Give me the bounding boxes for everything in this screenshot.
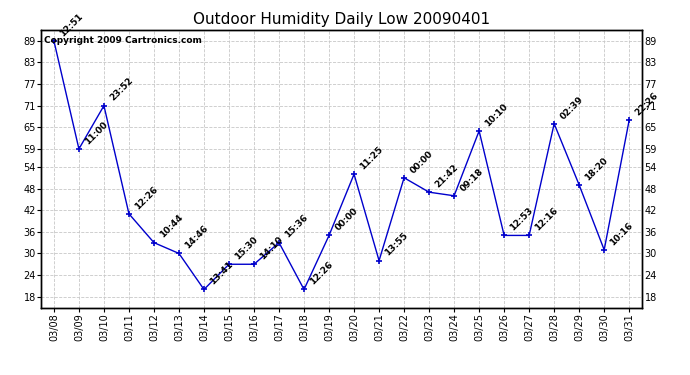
Text: 10:16: 10:16 — [609, 220, 635, 247]
Text: 10:44: 10:44 — [158, 213, 185, 240]
Text: 02:39: 02:39 — [558, 94, 585, 121]
Text: 14:10: 14:10 — [258, 235, 285, 261]
Text: 11:00: 11:00 — [83, 120, 110, 146]
Text: 13:55: 13:55 — [383, 231, 410, 258]
Text: 15:36: 15:36 — [283, 213, 310, 240]
Text: 12:53: 12:53 — [509, 206, 535, 232]
Text: Copyright 2009 Cartronics.com: Copyright 2009 Cartronics.com — [44, 36, 202, 45]
Text: 14:46: 14:46 — [183, 224, 210, 251]
Text: 18:20: 18:20 — [583, 156, 610, 182]
Text: 11:25: 11:25 — [358, 145, 385, 171]
Text: 13:41: 13:41 — [208, 260, 235, 287]
Text: 10:10: 10:10 — [483, 102, 510, 128]
Text: 00:00: 00:00 — [408, 149, 435, 175]
Text: 12:16: 12:16 — [533, 206, 560, 232]
Text: 09:18: 09:18 — [458, 166, 485, 193]
Text: 21:42: 21:42 — [433, 163, 460, 189]
Text: 15:30: 15:30 — [233, 235, 259, 261]
Title: Outdoor Humidity Daily Low 20090401: Outdoor Humidity Daily Low 20090401 — [193, 12, 490, 27]
Text: 12:26: 12:26 — [308, 260, 335, 287]
Text: 00:00: 00:00 — [333, 206, 359, 232]
Text: 23:52: 23:52 — [108, 76, 135, 103]
Text: 12:26: 12:26 — [133, 184, 159, 211]
Text: 12:51: 12:51 — [58, 11, 85, 38]
Text: 22:26: 22:26 — [633, 91, 660, 117]
